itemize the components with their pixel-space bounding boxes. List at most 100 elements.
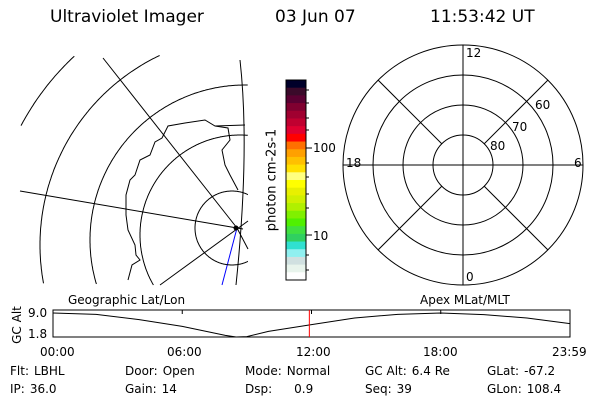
info-label: Dsp: [245,382,273,396]
info-value: Normal [286,364,331,378]
xtick: 00:00 [40,345,75,359]
altitude-curve [52,312,571,338]
info-label: GLat: [487,364,520,378]
colorbar-band [286,118,306,127]
colorbar-band [286,133,306,143]
xtick: 12:00 [296,345,331,359]
colorbar-band [286,149,306,158]
polar-diagonal [483,185,549,251]
info-value: 0.9 [294,382,314,396]
xtick: 06:00 [167,345,202,359]
colorbar-band [286,256,306,266]
colorbar-band [286,210,306,219]
info-label: GLon: [487,382,522,396]
info-label: Mode: [245,364,282,378]
colorbar-band [286,95,306,104]
info-field: GC Alt: 6.4 Re [365,364,450,378]
colorbar-band [286,226,306,235]
time-label: 11:53:42 UT [430,7,535,27]
date-label: 03 Jun 07 [275,7,356,27]
meridian-line [102,57,238,229]
colorbar-tick-100: 100 [313,141,336,155]
track-line [221,227,238,286]
info-field: Mode: Normal [245,364,330,378]
orbit-plot-frame [52,309,571,338]
info-field: Door: Open [125,364,195,378]
info-field: GLat: -67.2 [487,364,555,378]
info-value: 36.0 [29,382,57,396]
colorbar-band [286,180,306,189]
latitude-circle [194,190,249,266]
mlt-label-6: 6 [574,156,582,170]
info-field: Gain: 14 [125,382,177,396]
colorbar-band [286,80,306,89]
info-field: GLon: 108.4 [487,382,561,396]
colorbar-band [286,103,306,112]
mlt-label-18: 18 [346,156,362,170]
info-field: Dsp: 0.9 [245,382,313,396]
mlat-label-60: 60 [535,98,551,112]
info-label: Door: [125,364,158,378]
geographic-label: Geographic Lat/Lon [68,293,186,307]
latitude-circle [39,55,160,284]
colorbar-band [286,218,306,227]
polar-diagonal [377,185,443,251]
xtick: 18:00 [423,345,458,359]
mlt-label-12: 12 [466,46,482,60]
meridian-line [236,227,249,250]
info-value: 14 [161,382,177,396]
polar-diagonal [483,79,549,145]
meridian-line [159,220,249,286]
info-value: 108.4 [526,382,562,396]
info-label: Seq: [365,382,392,396]
polar-diagonal [377,79,443,145]
info-value: LBHL [33,364,65,378]
colorbar-band [286,141,306,150]
instrument-title: Ultraviolet Imager [50,7,204,27]
pole-marker [233,225,239,231]
ytick-max: 9.0 [28,306,48,320]
info-value: -67.2 [524,364,556,378]
info-field: Seq: 39 [365,382,412,396]
info-label: GC Alt: [365,364,407,378]
ytick-min: 1.8 [28,327,48,341]
coastline [125,119,246,281]
colorbar-band [286,241,306,250]
meridian-line [235,59,245,286]
info-label: Gain: [125,382,157,396]
colorbar-band [286,233,306,243]
colorbar-band [286,164,306,173]
colorbar-band [286,87,306,96]
colorbar-band [286,195,306,204]
info-label: IP: [10,382,25,396]
info-value: 39 [396,382,412,396]
apex-label: Apex MLat/MLT [420,293,510,307]
meridian-line [19,190,244,230]
colorbar-frame [285,79,307,281]
mlt-label-0: 0 [466,270,474,284]
info-value: 6.4 Re [411,364,450,378]
latitude-circle [89,84,248,285]
latitude-circle [139,134,248,286]
colorbar-band [286,126,306,135]
colorbar-band [286,172,306,181]
info-label: Flt: [10,364,29,378]
info-value: Open [162,364,195,378]
colorbar-band [286,264,306,273]
mlat-label-70: 70 [512,120,528,134]
colorbar-band [286,156,306,166]
latitude-circle [20,55,75,126]
mlat-label-80: 80 [490,139,506,153]
colorbar-tick-10: 10 [313,229,329,243]
info-field: IP: 36.0 [10,382,57,396]
colorbar-band [286,272,306,281]
colorbar-band [286,110,306,119]
colorbar-band [286,249,306,258]
colorbar-band [286,187,306,196]
info-field: Flt: LBHL [10,364,65,378]
colorbar-band [286,203,306,212]
